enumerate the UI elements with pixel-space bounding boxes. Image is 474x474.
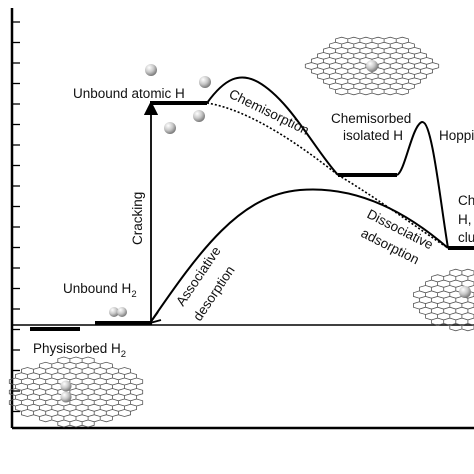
physisorbed-h2-sphere: [60, 380, 72, 392]
label-physisorbed-h2: Physisorbed H2: [33, 341, 126, 360]
labels: Unbound atomic H Chemisorption Chemisorb…: [33, 86, 474, 360]
label-hopping: Hoppi: [439, 128, 474, 143]
label-cluster-line2: H,: [458, 212, 472, 227]
label-unbound-atomic-h: Unbound atomic H: [73, 86, 185, 101]
chemisorbed-h-sphere: [366, 60, 378, 72]
pathways: [143, 76, 449, 324]
y-axis-ticks: [12, 21, 20, 413]
label-unbound-h2-text: Unbound H: [63, 281, 131, 296]
h-atom-sphere: [193, 110, 205, 122]
hydrogen-atoms: [60, 60, 471, 403]
graphene-lattice: [413, 268, 474, 332]
dissociative-dotted: [337, 174, 449, 249]
cluster-h-sphere: [459, 286, 471, 298]
label-chemisorbed-line1: Chemisorbed: [331, 111, 411, 126]
h-atom-sphere: [164, 122, 176, 134]
h-atom-sphere: [145, 64, 157, 76]
label-chemisorbed-line2: isolated H: [343, 128, 403, 143]
axes: [10, 8, 474, 430]
label-cracking: Cracking: [130, 192, 145, 245]
chemisorption-direct-dotted: [206, 102, 339, 176]
graphene-sheet-chemisorbed: [304, 36, 440, 96]
associative-desorption-curve: [149, 188, 449, 324]
graphene-lattice: [8, 356, 144, 428]
graphene-lattice: [304, 36, 440, 96]
label-physisorbed-h2-text: Physisorbed H: [33, 341, 121, 356]
h2-molecule-sphere: [117, 307, 127, 317]
graphene-sheet-physisorbed: [8, 356, 144, 428]
desorption-arrowhead: [149, 311, 162, 324]
energy-levels: [30, 101, 474, 331]
graphene-sheet-cluster: [413, 268, 474, 332]
chemisorption-barrier-curve: [206, 76, 339, 176]
label-cluster-line3: clu: [458, 230, 474, 245]
hopping-barrier-curve: [396, 121, 449, 249]
label-unbound-h2-subscript: 2: [131, 289, 136, 300]
label-physisorbed-h2-subscript: 2: [121, 349, 126, 360]
h-atom-sphere: [199, 76, 211, 88]
label-cluster-line1: Ch: [458, 193, 474, 208]
h2-molecule-sphere: [109, 307, 119, 317]
physisorbed-h2-sphere: [60, 391, 72, 403]
label-unbound-h2: Unbound H2: [63, 281, 137, 300]
